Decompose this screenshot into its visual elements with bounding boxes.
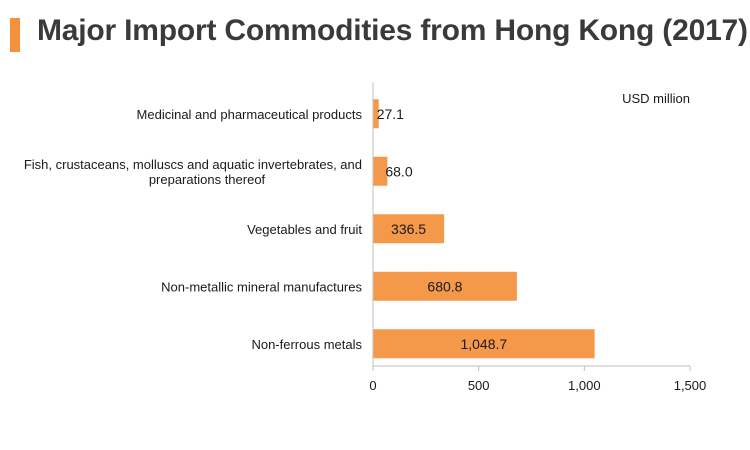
- category-label: Fish, crustaceans, molluscs and aquatic …: [24, 157, 362, 172]
- data-label: 1,048.7: [460, 336, 507, 352]
- bar: [373, 271, 517, 301]
- x-tick-label: 500: [468, 378, 490, 393]
- x-tick-label: 0: [369, 378, 376, 393]
- category-label: Non-metallic mineral manufactures: [161, 279, 362, 294]
- category-label: Medicinal and pharmaceutical products: [137, 107, 363, 122]
- title-accent-bar: [10, 18, 20, 52]
- data-label: 680.8: [427, 278, 462, 294]
- unit-label: USD million: [622, 91, 690, 106]
- bar: [373, 99, 379, 129]
- category-label: Vegetables and fruit: [247, 222, 362, 237]
- x-tick-label: 1,000: [568, 378, 601, 393]
- x-tick-label: 1,500: [674, 378, 707, 393]
- data-label: 336.5: [391, 221, 426, 237]
- bar: [373, 329, 595, 359]
- data-label: 27.1: [377, 106, 404, 122]
- data-label: 68.0: [385, 163, 412, 179]
- bar: [373, 156, 388, 186]
- chart-title: Major Import Commodities from Hong Kong …: [37, 14, 748, 47]
- category-label: Non-ferrous metals: [251, 337, 362, 352]
- category-label: preparations thereof: [149, 172, 266, 187]
- bar: [373, 214, 445, 244]
